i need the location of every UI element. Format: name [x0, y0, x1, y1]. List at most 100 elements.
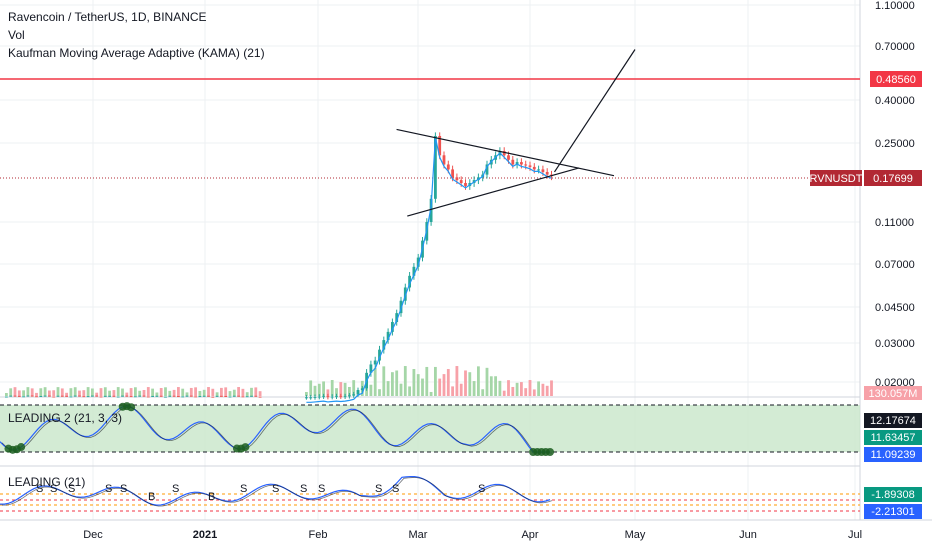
last-price-value: 0.17699 — [873, 173, 913, 185]
price-tick: 1.10000 — [875, 0, 915, 12]
candle — [155, 395, 159, 397]
candle — [52, 396, 56, 398]
volume-bar — [185, 392, 189, 396]
candle — [82, 396, 86, 398]
volume-bar — [322, 381, 325, 396]
candle — [17, 395, 21, 397]
candle — [326, 396, 330, 398]
candle — [511, 159, 515, 165]
leading-value-1: -1.89308 — [871, 489, 914, 501]
signal-label: S — [36, 483, 43, 495]
time-tick: Feb — [309, 529, 328, 541]
candle — [528, 165, 532, 167]
signal-label: S — [272, 483, 279, 495]
volume-bar — [373, 367, 377, 396]
leading2-marker — [241, 443, 250, 452]
candle — [48, 395, 51, 397]
horizontal-grid — [0, 4, 860, 383]
volume-bar — [412, 369, 416, 396]
candle — [348, 395, 351, 397]
last-price-symbol: RVNUSDT — [810, 173, 863, 185]
candle — [317, 396, 321, 398]
volume-bar — [343, 382, 347, 396]
volume-bar — [211, 388, 215, 396]
candle — [541, 169, 545, 172]
signal-label: S — [105, 483, 112, 495]
candle — [95, 395, 99, 397]
candle — [185, 395, 189, 397]
volume-bar — [86, 387, 90, 396]
candle — [391, 322, 394, 332]
volume-bar — [502, 390, 506, 396]
volume-bar — [254, 387, 258, 396]
volume-bar — [129, 388, 133, 396]
volume-bar — [172, 389, 176, 396]
candle — [412, 266, 416, 276]
signal-label: S — [68, 483, 75, 495]
candle — [56, 395, 60, 397]
volume-bar — [459, 383, 463, 396]
candle — [520, 162, 523, 165]
price-tick: 0.40000 — [875, 95, 915, 107]
leading2-marker — [17, 443, 26, 452]
candle — [112, 395, 116, 397]
candle — [9, 395, 13, 397]
candle — [224, 395, 228, 397]
kama-legend[interactable]: Kaufman Moving Average Adaptive (KAMA) (… — [8, 46, 265, 60]
candle — [215, 395, 219, 397]
candle — [254, 395, 258, 397]
volume-legend[interactable]: Vol — [8, 28, 25, 42]
volume-bar — [215, 392, 219, 396]
leading2-value-1: 12.17674 — [870, 415, 916, 427]
leading-legend[interactable]: LEADING (21) — [8, 475, 86, 489]
symbol-title[interactable]: Ravencoin / TetherUS, 1D, BINANCE — [8, 10, 207, 24]
volume-bar — [5, 393, 8, 396]
volume-bar — [56, 387, 60, 396]
candle — [502, 151, 506, 156]
candle — [322, 396, 325, 398]
volume-bar — [446, 369, 450, 396]
price-tick: 0.11000 — [875, 217, 914, 229]
leading-line — [0, 475, 551, 506]
volume-bar — [481, 389, 485, 396]
volume-bar — [78, 390, 81, 396]
volume-bar — [35, 392, 38, 396]
volume-bar — [237, 387, 240, 396]
candle — [313, 396, 317, 398]
leading2-marker — [127, 403, 136, 412]
time-tick: 2021 — [193, 529, 217, 541]
leading2-badges: 12.17674 11.63457 11.09239 — [864, 413, 922, 462]
candle — [129, 396, 133, 398]
leading-line-secondary — [1, 477, 553, 507]
volume-bar — [524, 388, 528, 396]
leading2-value-3: 11.09239 — [870, 449, 915, 461]
price-axis-ticks: 1.10000 0.70000 0.40000 0.25000 0.11000 0.070… — [875, 0, 915, 389]
volume-bar — [121, 388, 124, 396]
volume-bar — [108, 390, 111, 396]
volume-bar — [65, 392, 68, 396]
time-tick: Jun — [739, 529, 757, 541]
leading2-legend[interactable]: LEADING 2 (21, 3, 3) — [8, 411, 123, 425]
candle — [189, 395, 193, 397]
candle — [22, 396, 25, 398]
volume-bar — [48, 390, 51, 396]
price-tick: 0.07000 — [875, 259, 915, 271]
volume-bar — [429, 391, 433, 396]
horizontal-line-badge: 0.48560 — [870, 71, 922, 87]
volume-bar — [17, 390, 21, 396]
volume-bar — [528, 380, 532, 396]
volume-bar — [250, 387, 253, 396]
volume-bar — [146, 387, 150, 396]
volume-bar — [30, 388, 34, 396]
candle — [91, 395, 94, 397]
volume-bar — [232, 389, 236, 396]
candle — [177, 396, 180, 398]
candles — [5, 132, 553, 400]
volume-bar — [220, 387, 223, 396]
volume-bar — [258, 391, 262, 396]
volume-bar — [138, 390, 142, 396]
volume-bar — [369, 384, 373, 396]
candle — [151, 395, 154, 397]
time-axis-ticks: Dec 2021 Feb Mar Apr May Jun Jul — [83, 529, 862, 541]
